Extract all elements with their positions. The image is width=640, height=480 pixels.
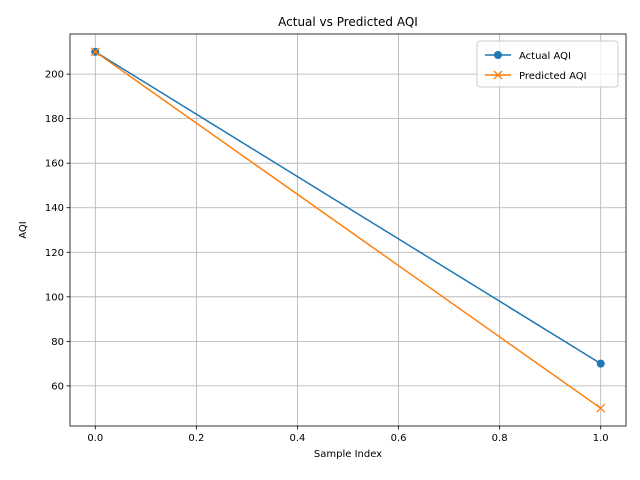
predicted-aqi-point (596, 403, 606, 413)
legend-label: Predicted AQI (519, 71, 587, 82)
x-tick-label: 0.2 (188, 433, 204, 444)
x-tick-label: 0.6 (391, 433, 407, 444)
chart-title: Actual vs Predicted AQI (278, 15, 418, 29)
y-axis-title: AQI (18, 221, 29, 239)
x-tick-label: 0.0 (87, 433, 103, 444)
y-axis: 60 80 100 120 140 160 180 200 (45, 70, 70, 392)
y-tick-label: 100 (45, 292, 64, 303)
legend-box (476, 40, 619, 88)
series-layer (90, 47, 606, 413)
y-tick-label: 200 (45, 70, 64, 81)
y-tick-label: 80 (51, 337, 64, 348)
x-axis-title: Sample Index (314, 449, 382, 460)
actual-aqi-line (94, 51, 602, 365)
legend-marker (494, 51, 502, 59)
predicted-aqi-line (94, 51, 602, 409)
x-tick-label: 0.8 (492, 433, 508, 444)
legend-entry-actual-aqi: Actual AQI (485, 51, 571, 62)
legend-label: Actual AQI (519, 51, 571, 62)
legend-entry-predicted-aqi: Predicted AQI (485, 70, 587, 82)
actual-aqi-point (596, 359, 605, 368)
y-tick-label: 140 (45, 203, 64, 214)
x-tick-label: 1.0 (593, 433, 609, 444)
x-tick-label: 0.4 (290, 433, 306, 444)
y-tick-label: 180 (45, 114, 64, 125)
predicted-aqi-point (90, 47, 100, 57)
y-tick-label: 120 (45, 248, 64, 259)
x-axis: 0.0 0.2 0.4 0.6 0.8 1.0 (87, 426, 609, 444)
y-tick-label: 60 (51, 381, 64, 392)
plot-frame (69, 33, 627, 427)
legend: Actual AQI Predicted AQI (476, 40, 619, 88)
y-tick-label: 160 (45, 159, 64, 170)
